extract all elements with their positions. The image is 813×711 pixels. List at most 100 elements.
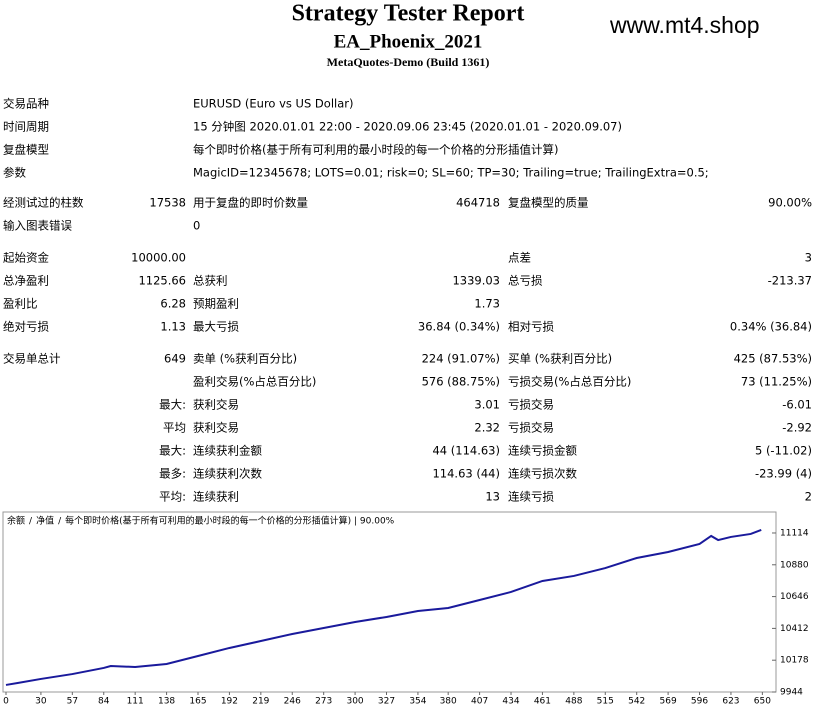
table-cell: 1.13	[160, 320, 186, 334]
table-cell: 盈利交易(%占总百分比)	[193, 375, 316, 389]
table-cell: 6.28	[160, 297, 186, 311]
x-tick-label: 30	[35, 697, 47, 707]
x-tick-label: 515	[597, 697, 614, 707]
y-tick-label: 10880	[780, 560, 809, 570]
table-cell: 复盘模型的质量	[508, 196, 589, 210]
x-tick-label: 354	[409, 697, 426, 707]
x-tick-label: 192	[221, 697, 238, 707]
table-cell: 1339.03	[452, 274, 500, 288]
y-tick-label: 10412	[780, 624, 809, 634]
table-cell: 绝对亏损	[3, 320, 49, 334]
table-cell: 交易单总计	[3, 352, 61, 366]
x-tick-label: 84	[98, 697, 110, 707]
x-tick-label: 596	[691, 697, 708, 707]
table-cell: -213.37	[768, 274, 812, 288]
table-cell: 464718	[456, 196, 500, 210]
table-cell: 3	[805, 251, 812, 265]
table-cell: 盈利比	[3, 297, 38, 311]
y-tick-label: 10646	[780, 592, 809, 602]
report-title: Strategy Tester Report	[292, 1, 525, 27]
table-cell: 总净盈利	[3, 274, 49, 288]
table-cell: 36.84 (0.34%)	[418, 320, 500, 334]
y-tick-label: 10178	[780, 656, 809, 666]
x-tick-label: 246	[284, 697, 301, 707]
x-tick-label: 327	[378, 697, 395, 707]
table-cell: EURUSD (Euro vs US Dollar)	[193, 97, 353, 111]
legend-text: /	[58, 517, 62, 527]
table-cell: 0	[193, 219, 200, 233]
table-cell: 最大:	[159, 398, 186, 412]
x-tick-label: 461	[534, 697, 551, 707]
table-cell: 总亏损	[508, 274, 543, 288]
x-tick-label: 569	[660, 697, 677, 707]
x-tick-label: 623	[722, 697, 739, 707]
table-cell: 1125.66	[138, 274, 186, 288]
table-cell: 2.32	[474, 421, 500, 435]
table-cell: 复盘模型	[3, 143, 49, 157]
table-cell: 起始资金	[3, 251, 49, 265]
table-cell: 获利交易	[193, 398, 239, 412]
table-cell: 用于复盘的即时价数量	[193, 196, 308, 210]
build-info: MetaQuotes-Demo (Build 1361)	[327, 55, 490, 69]
table-cell: 576 (88.75%)	[422, 375, 500, 389]
table-cell: 15 分钟图 2020.01.01 22:00 - 2020.09.06 23:…	[193, 120, 622, 134]
table-cell: 亏损交易(%占总百分比)	[508, 375, 631, 389]
table-cell: 平均	[163, 421, 186, 435]
table-cell: 连续亏损次数	[508, 467, 577, 481]
table-cell: 3.01	[474, 398, 500, 412]
table-cell: 总获利	[193, 274, 228, 288]
table-cell: 2	[805, 490, 812, 504]
x-tick-label: 380	[440, 697, 457, 707]
table-cell: 425 (87.53%)	[734, 352, 812, 366]
table-cell: 经测试过的柱数	[3, 196, 84, 210]
table-cell: 连续亏损金额	[508, 444, 577, 458]
table-cell: -2.92	[782, 421, 812, 435]
table-cell: MagicID=12345678; LOTS=0.01; risk=0; SL=…	[193, 166, 709, 180]
table-cell: 亏损交易	[508, 398, 554, 412]
x-tick-label: 488	[565, 697, 582, 707]
table-cell: 亏损交易	[508, 421, 554, 435]
x-tick-label: 650	[754, 697, 771, 707]
table-cell: -23.99 (4)	[755, 467, 812, 481]
x-tick-label: 111	[127, 697, 144, 707]
table-cell: 17538	[149, 196, 186, 210]
table-cell: 连续获利	[193, 490, 239, 504]
x-tick-label: 165	[189, 697, 206, 707]
table-cell: 点差	[508, 251, 531, 265]
series-line	[5, 529, 762, 686]
table-cell: 相对亏损	[508, 320, 554, 334]
table-cell: 预期盈利	[193, 297, 239, 311]
table-cell: 卖单 (%获利百分比)	[193, 352, 297, 366]
table-cell: 输入图表错误	[3, 219, 72, 233]
table-cell: 90.00%	[768, 196, 812, 210]
x-tick-label: 219	[252, 697, 269, 707]
table-cell: 参数	[3, 166, 26, 180]
legend-text: 净值	[36, 515, 54, 527]
x-tick-label: 138	[158, 697, 175, 707]
table-cell: 10000.00	[131, 251, 186, 265]
x-tick-label: 542	[628, 697, 645, 707]
table-cell: 平均:	[159, 490, 186, 504]
table-cell: 买单 (%获利百分比)	[508, 352, 612, 366]
legend-text: 每个即时价格(基于所有可利用的最小时段的每一个价格的分形插值计算) | 90.0…	[65, 515, 395, 527]
chart-frame	[2, 511, 777, 693]
watermark: www.mt4.shop	[609, 12, 760, 38]
table-cell: 连续亏损	[508, 490, 554, 504]
table-cell: 连续获利次数	[193, 467, 262, 481]
table-cell: 5 (-11.02)	[755, 444, 812, 458]
table-cell: 获利交易	[193, 421, 239, 435]
table-cell: 73 (11.25%)	[741, 375, 812, 389]
table-cell: 649	[164, 352, 186, 366]
table-cell: 每个即时价格(基于所有可利用的最小时段的每一个价格的分形插值计算)	[193, 143, 558, 157]
x-tick-label: 407	[471, 697, 488, 707]
x-tick-label: 57	[67, 697, 78, 707]
report-subtitle: EA_Phoenix_2021	[334, 31, 483, 52]
legend-text: 余额	[7, 515, 25, 527]
table-cell: 最大:	[159, 444, 186, 458]
table-cell: 224 (91.07%)	[422, 352, 500, 366]
table-cell: 连续获利金额	[193, 444, 262, 458]
table-cell: 最多:	[159, 467, 186, 481]
x-tick-label: 0	[3, 697, 9, 707]
